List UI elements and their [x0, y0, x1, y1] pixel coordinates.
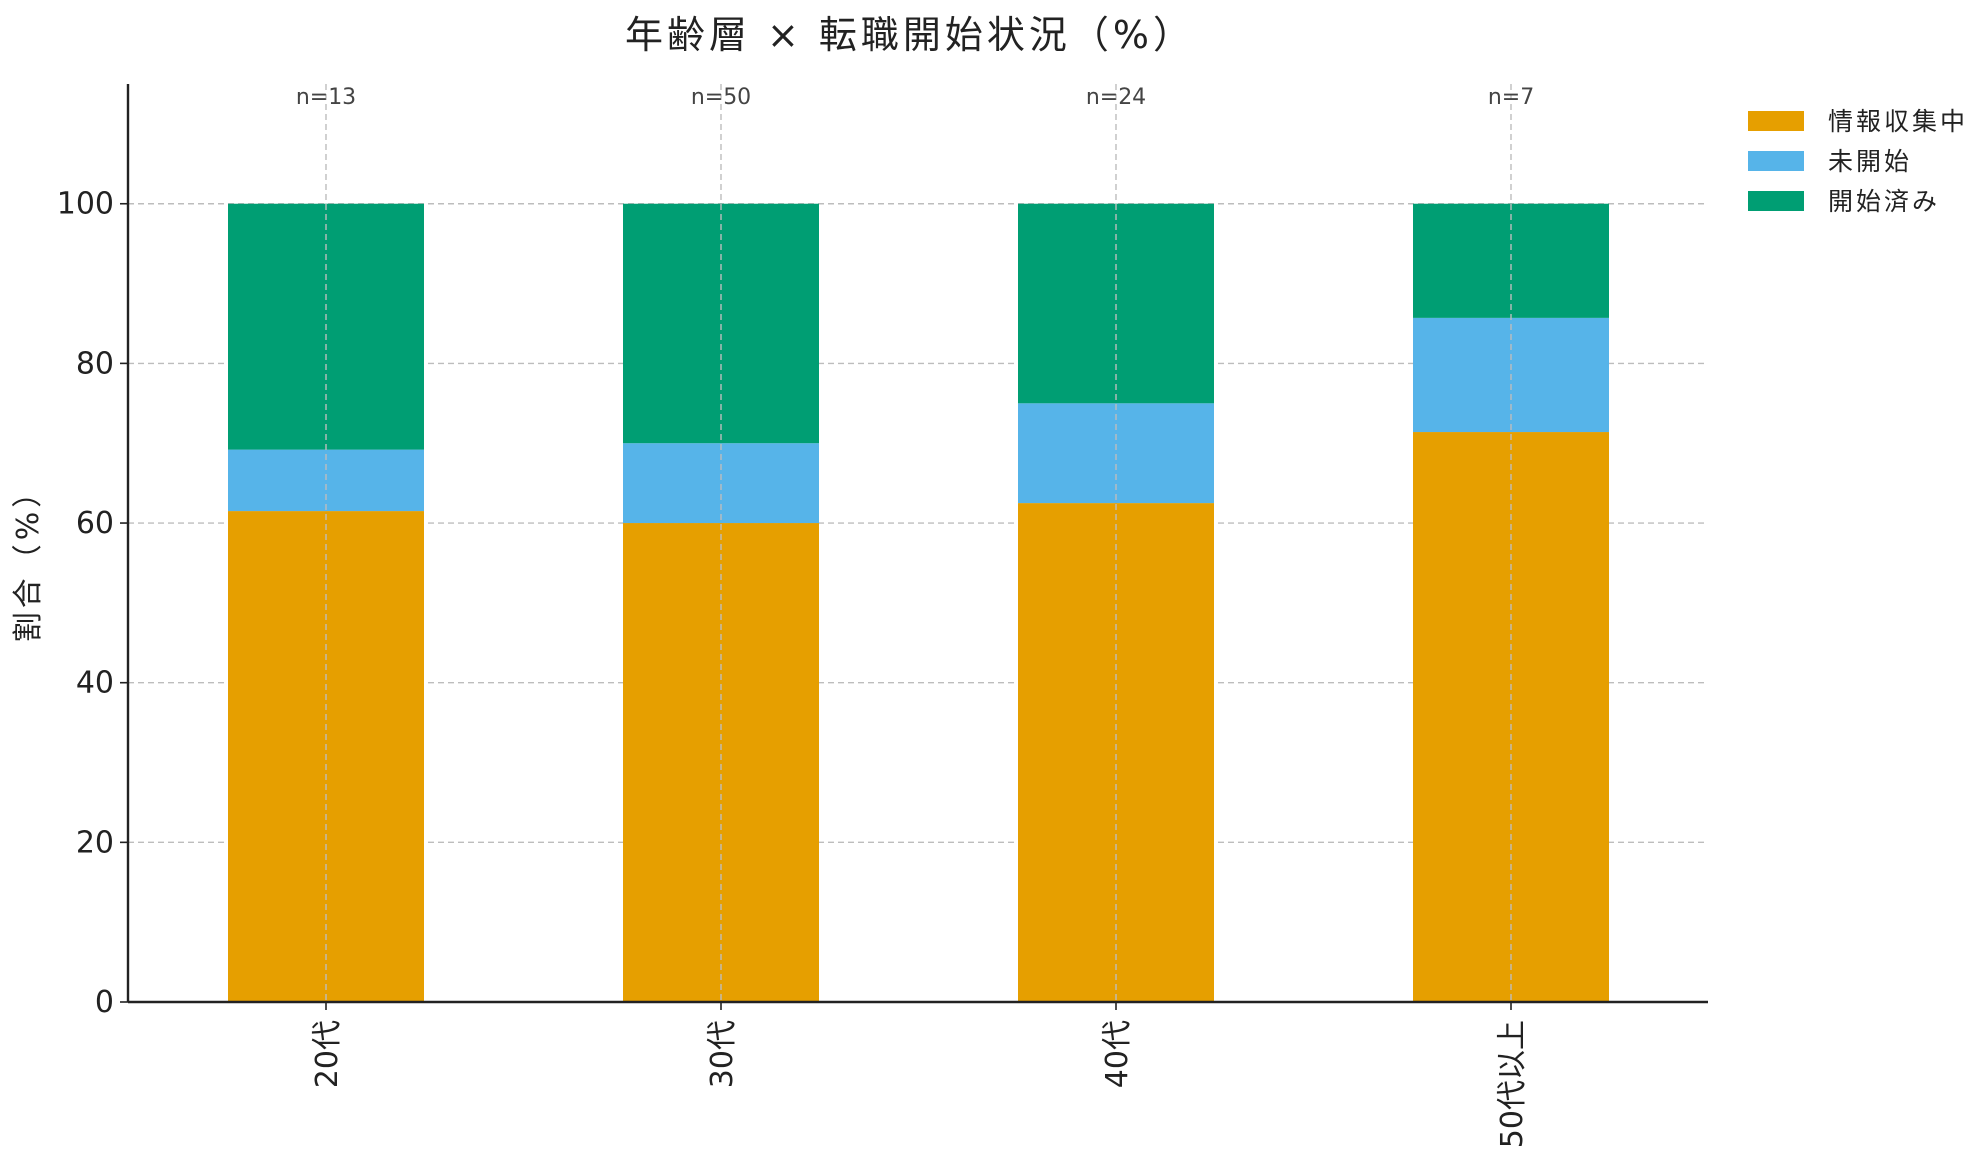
sample-size-label: n=7: [1488, 85, 1534, 110]
legend-label: 情報収集中: [1828, 107, 1968, 136]
legend-swatch: [1748, 151, 1804, 171]
legend-swatch: [1748, 111, 1804, 131]
bar-segment: [1413, 203, 1609, 318]
y-axis-label: 割合（%）: [11, 474, 46, 643]
y-tick-label: 20: [76, 825, 114, 860]
x-tick-label: 40代: [1100, 1020, 1135, 1088]
sample-size-label: n=24: [1086, 85, 1146, 110]
y-tick-label: 40: [76, 666, 114, 701]
bars: [228, 203, 1609, 1002]
bar-segment: [1018, 203, 1214, 404]
sample-size-label: n=13: [296, 85, 356, 110]
legend-label: 開始済み: [1828, 187, 1940, 216]
chart-title: 年齢層 × 転職開始状況（%）: [625, 13, 1195, 57]
legend-label: 未開始: [1828, 147, 1912, 176]
x-tick-label: 50代以上: [1495, 1020, 1530, 1148]
bar-segment: [623, 523, 819, 1002]
tick-labels: 0 20 40 60 80 100 20代 30代 40代 50代以上 n=13 n=50 n=24 n=…: [57, 85, 1534, 1148]
x-tick-label: 30代: [705, 1020, 740, 1088]
y-tick-label: 100: [57, 187, 114, 222]
y-tick-label: 0: [95, 985, 114, 1020]
grid-lines-vertical: [325, 84, 1512, 1002]
y-tick-label: 60: [76, 506, 114, 541]
x-tick-label: 20代: [310, 1020, 345, 1088]
bar-segment: [623, 203, 819, 444]
sample-size-label: n=50: [691, 85, 751, 110]
legend-swatch: [1748, 191, 1804, 211]
axes: [120, 84, 1708, 1010]
y-tick-label: 80: [76, 346, 114, 381]
